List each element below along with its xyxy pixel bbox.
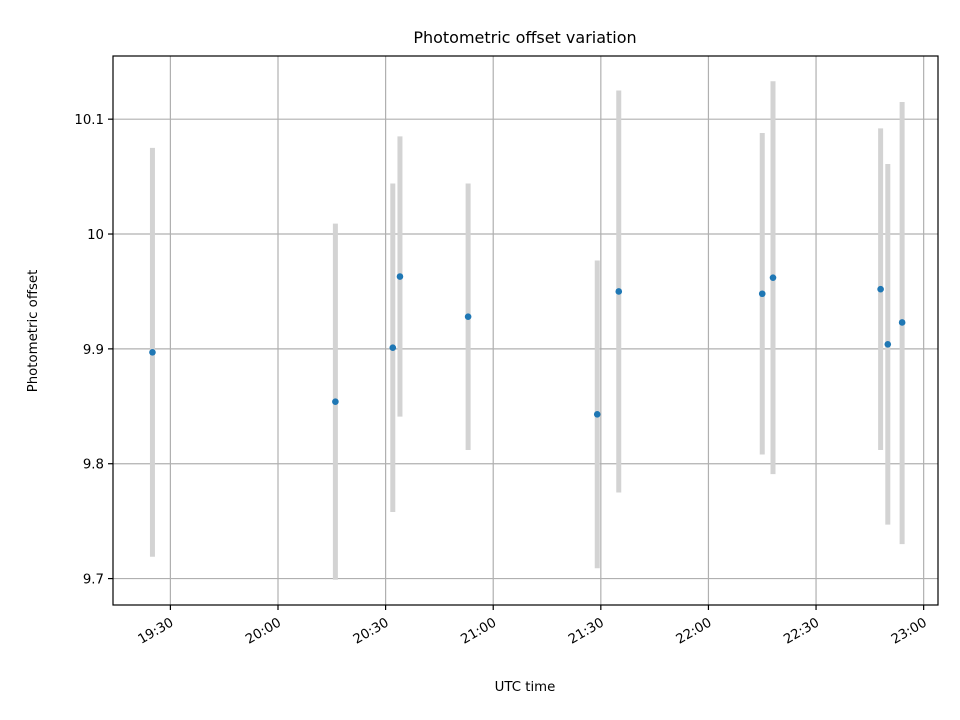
y-axis-ticks: 9.7 9.8 9.9 10 10.1 — [74, 113, 113, 588]
y-tick-label: 9.9 — [83, 343, 104, 358]
data-point — [396, 273, 404, 280]
data-point — [593, 411, 601, 418]
y-axis-label: Photometric offset — [26, 270, 41, 393]
y-tick-label: 10.1 — [74, 113, 104, 128]
data-point — [884, 340, 892, 348]
data-point — [769, 274, 777, 281]
plot-frame — [112, 55, 939, 606]
data-point — [389, 344, 397, 352]
x-axis-label: UTC time — [495, 680, 556, 695]
data-point — [332, 398, 339, 406]
chart-title: Photometric offset variation — [413, 28, 636, 47]
data-point — [877, 285, 884, 293]
data-point — [149, 349, 156, 356]
data-point — [898, 319, 906, 326]
y-tick-label: 9.7 — [83, 573, 104, 588]
data-point — [464, 313, 472, 321]
data-point — [758, 290, 766, 298]
data-points — [149, 273, 906, 418]
y-tick-label: 10 — [87, 228, 104, 243]
y-tick-label: 9.8 — [83, 458, 104, 473]
grid — [113, 56, 938, 605]
data-point — [615, 288, 623, 295]
